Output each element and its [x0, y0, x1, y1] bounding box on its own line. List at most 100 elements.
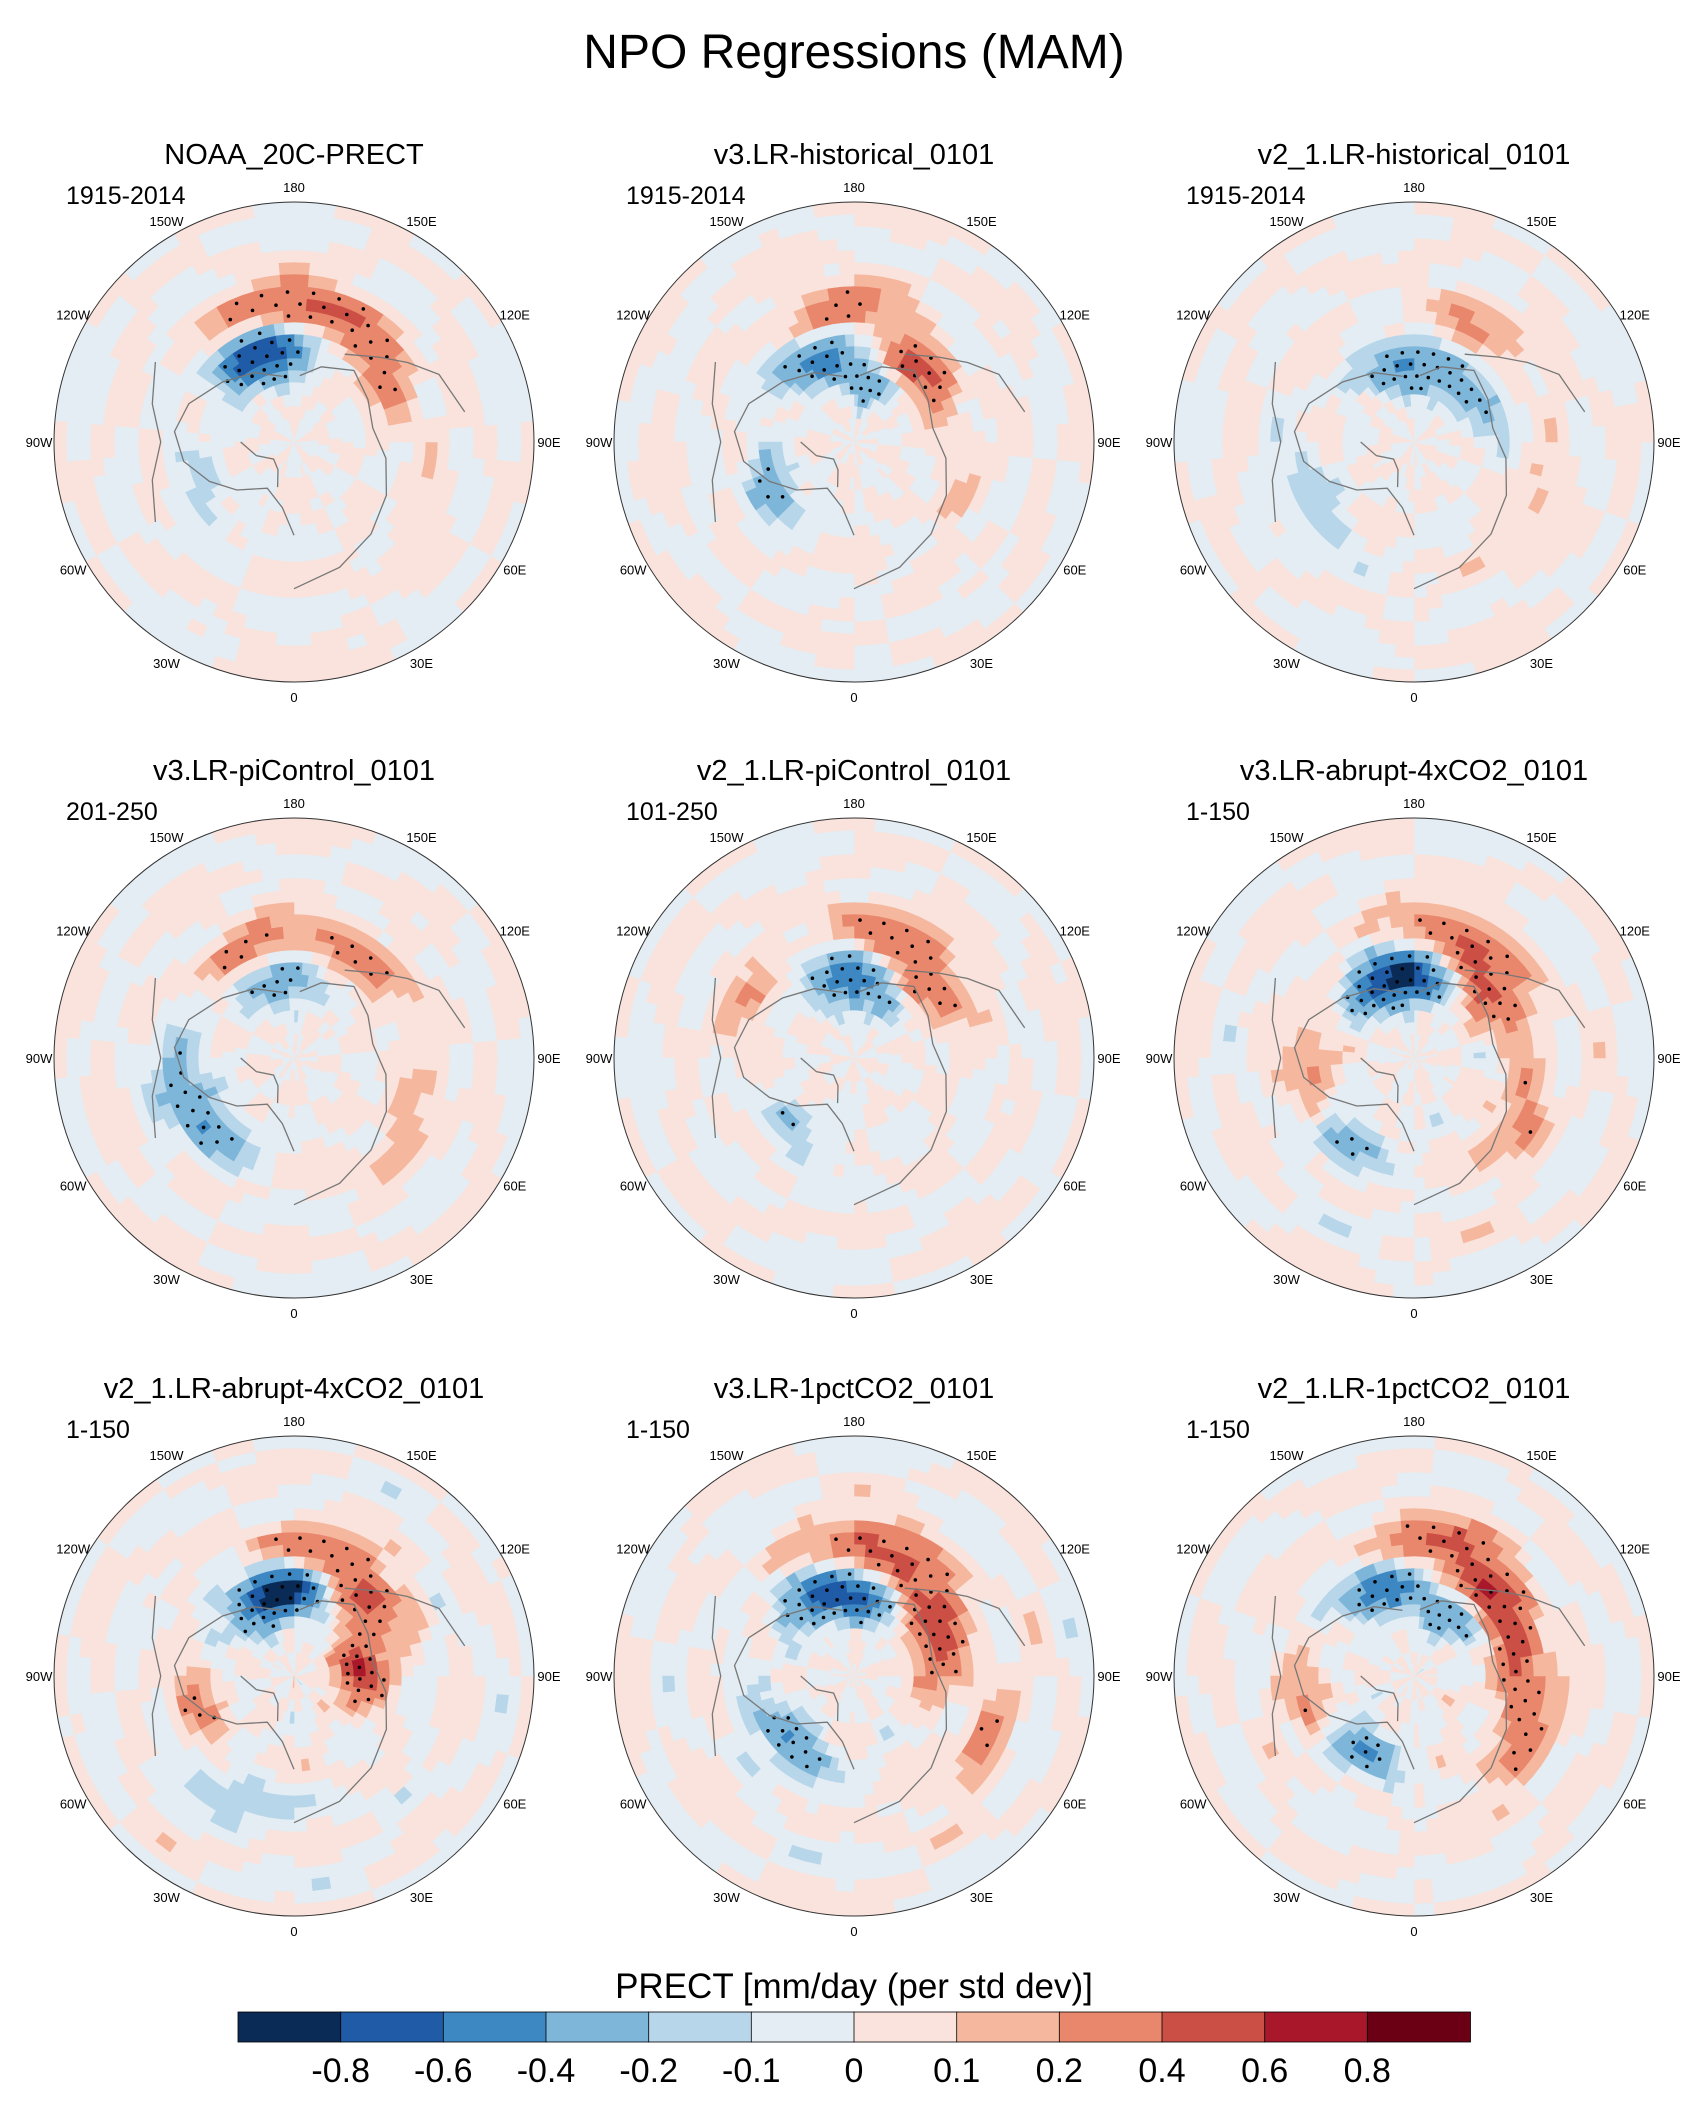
field-cell [822, 607, 840, 622]
field-cell [1413, 668, 1436, 682]
field-cell [1386, 583, 1402, 598]
field-cell [853, 273, 869, 287]
longitude-label: 60W [620, 563, 647, 578]
field-cell [293, 309, 306, 323]
field-cell [1520, 451, 1534, 464]
longitude-label: 60W [60, 563, 87, 578]
field-cell [1341, 435, 1355, 443]
longitude-label: 90W [1146, 435, 1173, 450]
field-cell [1401, 573, 1415, 587]
field-cell [293, 381, 300, 395]
coastline [151, 361, 162, 523]
field-cell [832, 202, 855, 216]
field-cell [1413, 644, 1434, 659]
field-cell [948, 450, 962, 462]
field-cell [484, 423, 499, 443]
field-cell [508, 441, 523, 463]
field-cell [293, 321, 305, 335]
field-cell [853, 345, 863, 359]
field-cell [1407, 501, 1415, 515]
significance-dot [239, 339, 244, 343]
field-cell [101, 441, 116, 460]
significance-dot [1484, 410, 1488, 415]
field-cell [1425, 298, 1440, 313]
field-cell [848, 489, 855, 503]
field-cell [293, 273, 309, 287]
field-cell [308, 262, 326, 277]
field-cell [853, 561, 866, 575]
field-cell [1413, 309, 1426, 323]
longitude-label: 150E [966, 214, 997, 229]
significance-dot [866, 375, 871, 380]
field-cell [287, 501, 295, 515]
field-cell [1413, 609, 1431, 623]
field-cell [113, 441, 127, 459]
significance-dot [296, 350, 300, 354]
field-cell [279, 597, 295, 611]
longitude-label: 120W [1176, 308, 1211, 323]
longitude-label: 150E [406, 214, 437, 229]
field-cell [1408, 489, 1415, 503]
field-cell [840, 585, 855, 599]
field-cell [833, 656, 855, 671]
field-cell [1246, 412, 1261, 429]
field-cell [995, 414, 1010, 430]
field-cell [1221, 441, 1236, 460]
field-cell [1317, 433, 1331, 443]
field-cell [125, 427, 139, 443]
field-cell [862, 334, 874, 348]
field-cell [1413, 321, 1425, 335]
field-cell [1413, 285, 1428, 299]
significance-dot [250, 308, 255, 313]
significance-dot [270, 340, 274, 345]
significance-dot [262, 984, 267, 988]
field-cell [649, 441, 664, 461]
field-cell [1461, 441, 1475, 448]
field-cell [1545, 429, 1559, 443]
field-cell [834, 644, 855, 659]
field-shading [54, 818, 534, 1298]
field-cell [853, 249, 872, 264]
field-cell [137, 441, 151, 456]
field-cell [1428, 607, 1446, 622]
field-cell [1413, 249, 1432, 264]
field-cell [841, 297, 855, 311]
longitude-label: 60W [1180, 563, 1207, 578]
field-cell [274, 225, 295, 240]
significance-dot [861, 399, 865, 403]
field-cell [401, 431, 415, 443]
significance-dot [361, 307, 366, 311]
field-cell [293, 249, 312, 264]
panel-period: 1915-2014 [1186, 182, 1306, 210]
field-cell [1592, 441, 1607, 460]
field-cell [925, 441, 939, 450]
field-cell [1427, 274, 1444, 289]
field-cell [89, 441, 104, 461]
field-cell [625, 421, 640, 443]
field-cell [1422, 334, 1434, 348]
significance-dot [298, 302, 302, 306]
field-cell [1413, 525, 1423, 539]
field-cell [637, 422, 652, 443]
longitude-label: 60E [1623, 563, 1646, 578]
field-cell [1197, 441, 1212, 462]
significance-dot [250, 360, 255, 365]
significance-dot [239, 382, 244, 387]
field-cell [1403, 321, 1415, 335]
significance-dot [250, 374, 254, 379]
field-cell [837, 261, 855, 275]
field-cell [867, 595, 884, 610]
field-cell [1068, 421, 1083, 443]
field-cell [293, 973, 302, 987]
significance-dot [228, 317, 233, 322]
field-cell [1413, 549, 1425, 563]
panel-title: v3.LR-piControl_0101 [153, 755, 435, 787]
field-cell [793, 436, 807, 443]
longitude-label: 90W [26, 435, 53, 450]
field-cell [722, 418, 737, 432]
significance-dot [783, 365, 787, 369]
significance-dot [259, 293, 264, 298]
field-cell [389, 441, 403, 452]
